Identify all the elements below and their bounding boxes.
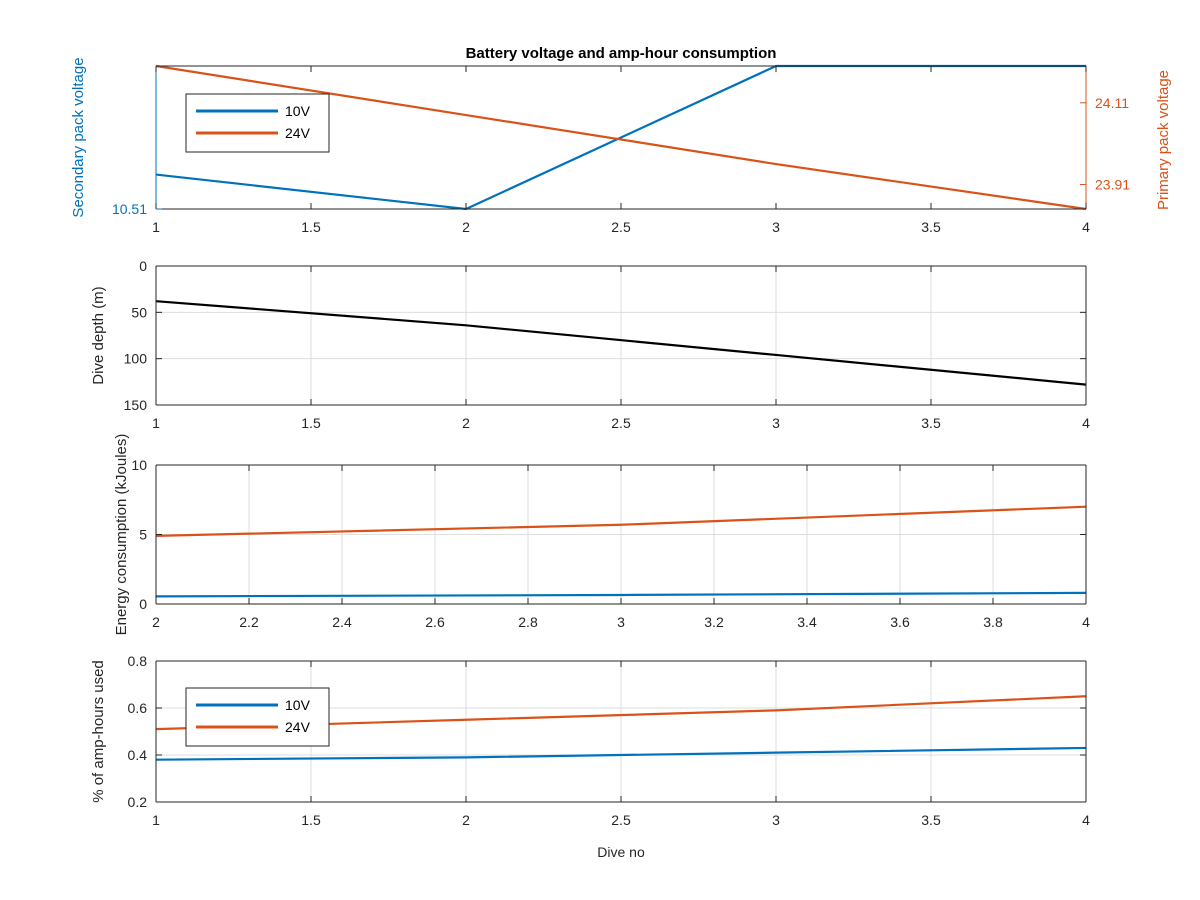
x-tick-label: 3.6	[890, 614, 910, 630]
y-tick-label: 5	[139, 527, 147, 543]
y-tick-label: 150	[124, 397, 148, 413]
x-tick-label: 2	[462, 219, 470, 235]
x-tick-label: 3.5	[921, 812, 941, 828]
x-tick-label: 1.5	[301, 219, 321, 235]
y-axis-label: Secondary pack voltage	[70, 57, 87, 217]
y-tick-label: 10	[131, 457, 147, 473]
x-tick-label: 2	[462, 415, 470, 431]
y-tick-label: 0.4	[128, 747, 148, 763]
y-tick-label: 0.6	[128, 700, 148, 716]
x-tick-label: 2.5	[611, 812, 631, 828]
panel-2	[155, 265, 1087, 406]
x-tick-label: 1	[152, 219, 160, 235]
x-tick-label: 3	[772, 219, 780, 235]
y-axis-label: Energy consumption (kJoules)	[113, 434, 130, 636]
x-tick-label: 2	[462, 812, 470, 828]
x-tick-label: 2.5	[611, 415, 631, 431]
x-tick-label: 4	[1082, 219, 1090, 235]
legend-label-24v: 24V	[285, 125, 311, 141]
y-tick-label: 0.8	[128, 653, 148, 669]
y-right-axis-label: Primary pack voltage	[1155, 70, 1172, 210]
x-tick-label: 2.6	[425, 614, 445, 630]
legend-box	[185, 687, 330, 747]
x-tick-label: 4	[1082, 415, 1090, 431]
x-tick-label: 2.4	[332, 614, 352, 630]
x-tick-label: 3.4	[797, 614, 817, 630]
x-tick-label: 1	[152, 415, 160, 431]
y-tick-label: 10.51	[112, 201, 147, 217]
series-line-black	[155, 300, 1087, 386]
y-axis-label: Dive depth (m)	[90, 286, 107, 384]
y-right-tick-label: 23.91	[1095, 176, 1130, 192]
panel-4	[155, 660, 1087, 803]
x-tick-label: 3.2	[704, 614, 724, 630]
x-tick-label: 4	[1082, 614, 1090, 630]
x-tick-label: 4	[1082, 812, 1090, 828]
x-tick-label: 3.5	[921, 219, 941, 235]
panel-3	[155, 464, 1087, 605]
y-tick-label: 50	[131, 304, 147, 320]
panel-1	[155, 64, 1087, 211]
x-tick-label: 3	[772, 415, 780, 431]
x-tick-label: 2	[152, 614, 160, 630]
legend-box	[185, 93, 330, 153]
x-tick-label: 3.8	[983, 614, 1003, 630]
x-tick-label: 3	[617, 614, 625, 630]
legend	[185, 93, 330, 153]
x-tick-label: 2.8	[518, 614, 538, 630]
y-tick-label: 0	[139, 596, 147, 612]
y-tick-label: 0	[139, 258, 147, 274]
legend	[185, 687, 330, 747]
x-axis-label: Dive no	[597, 844, 645, 860]
legend-label-10v: 10V	[285, 697, 311, 713]
x-tick-label: 3	[772, 812, 780, 828]
series-line-orange	[155, 505, 1087, 537]
x-tick-label: 1.5	[301, 812, 321, 828]
y-axis-label: % of amp-hours used	[90, 660, 107, 803]
x-tick-label: 3.5	[921, 415, 941, 431]
x-tick-label: 2.5	[611, 219, 631, 235]
y-tick-label: 100	[124, 351, 148, 367]
figure-title: Battery voltage and amp-hour consumption	[466, 45, 777, 62]
series-line-blue	[155, 591, 1087, 598]
series-line-10v	[155, 746, 1087, 761]
x-tick-label: 1.5	[301, 415, 321, 431]
y-tick-label: 0.2	[128, 794, 148, 810]
y-right-tick-label: 24.11	[1095, 95, 1129, 111]
series-line-24v	[155, 64, 1087, 211]
x-tick-label: 2.2	[239, 614, 259, 630]
legend-label-10v: 10V	[285, 103, 311, 119]
legend-label-24v: 24V	[285, 719, 311, 735]
x-tick-label: 1	[152, 812, 160, 828]
